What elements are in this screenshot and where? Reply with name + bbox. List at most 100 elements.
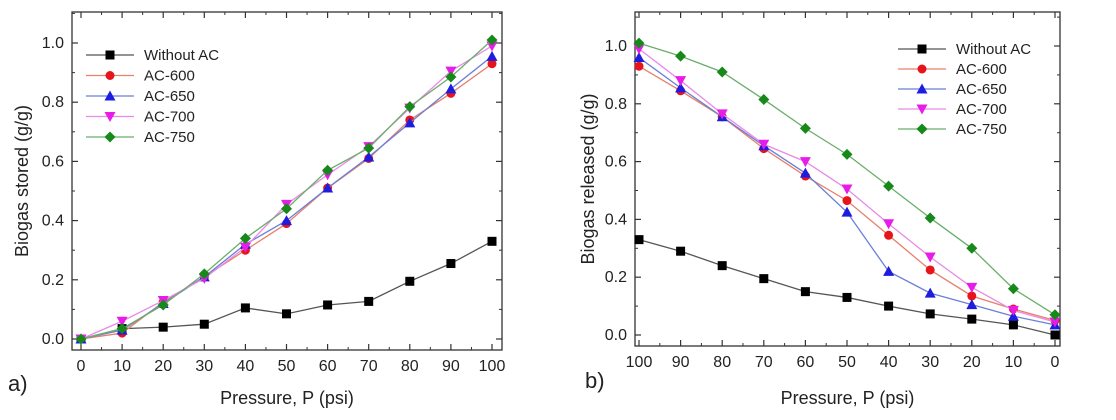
x-tick-label: 10: [1005, 354, 1023, 371]
data-point: [842, 196, 852, 206]
x-tick-label: 90: [672, 354, 690, 371]
data-point: [966, 282, 978, 293]
data-point: [634, 235, 644, 245]
y-tick-label: 0.2: [605, 269, 627, 286]
data-point: [883, 219, 895, 230]
data-point: [1007, 283, 1019, 295]
data-point: [75, 333, 87, 345]
data-point: [446, 259, 456, 269]
legend-marker: [916, 83, 928, 94]
legend-label: AC-600: [956, 61, 1007, 78]
legend-marker: [916, 104, 928, 115]
data-point: [966, 299, 978, 310]
x-axis-label: Pressure, P (psi): [220, 388, 354, 408]
data-point: [281, 203, 292, 215]
x-tick-label: 0: [1051, 354, 1060, 371]
series-line: [80, 240, 493, 340]
legend-label: AC-750: [956, 121, 1007, 138]
series-line: [638, 239, 1056, 336]
y-tick-label: 0.0: [605, 327, 627, 344]
data-point: [799, 157, 811, 168]
series-ac-700: [633, 44, 1061, 328]
data-point: [799, 122, 811, 134]
x-tick-label: 30: [921, 354, 939, 371]
data-point: [363, 151, 375, 162]
data-point: [239, 242, 251, 253]
y-tick-label: 0.4: [605, 211, 627, 228]
y-tick-label: 0.0: [42, 331, 64, 348]
legend-marker: [104, 112, 116, 122]
data-point: [634, 61, 644, 71]
series-ac-750: [75, 34, 498, 345]
legend-marker: [104, 90, 116, 101]
data-point: [675, 50, 687, 62]
data-point: [322, 182, 334, 193]
data-point: [925, 309, 935, 319]
y-axis-label: Biogas stored (g/g): [12, 105, 32, 257]
data-point: [1007, 305, 1019, 316]
data-point: [924, 252, 936, 263]
data-point: [633, 52, 645, 63]
data-point: [1008, 320, 1018, 330]
panel-label: a): [8, 371, 28, 396]
series-ac-650: [633, 52, 1061, 330]
legend-label: AC-600: [144, 68, 195, 85]
data-point: [925, 265, 935, 275]
series-ac-650: [75, 50, 498, 344]
legend-marker: [105, 71, 115, 80]
data-point: [445, 83, 457, 94]
x-tick-label: 40: [880, 354, 898, 371]
data-point: [1050, 330, 1060, 340]
legend-marker: [917, 64, 927, 74]
chart-panel-a: 0 10 20 30 40 50 60 70 80 90 100 0.0 0.2 0.4 0.6 0.8 1.0…: [8, 11, 505, 408]
data-point: [633, 44, 645, 55]
x-tick-label: 70: [360, 358, 378, 375]
series-without-ac: [76, 236, 497, 344]
data-point: [1049, 309, 1061, 321]
data-point: [486, 50, 498, 61]
data-point: [676, 246, 686, 256]
x-tick-label: 50: [278, 358, 296, 375]
legend-label: Without AC: [144, 47, 219, 64]
y-tick-label: 0.6: [605, 154, 627, 171]
plot-frame: [71, 11, 503, 351]
data-point: [675, 82, 687, 93]
legend-label: AC-700: [956, 101, 1007, 118]
data-point: [364, 296, 374, 306]
series-ac-700: [75, 41, 498, 345]
data-point: [157, 299, 169, 311]
data-point: [198, 268, 210, 280]
data-point: [883, 265, 895, 276]
legend-label: AC-650: [956, 81, 1007, 98]
x-tick-label: 60: [319, 358, 337, 375]
data-point: [841, 148, 853, 160]
x-tick-label: 100: [626, 354, 653, 371]
data-point: [967, 314, 977, 324]
data-point: [281, 215, 292, 226]
y-axis-label: Biogas released (g/g): [578, 93, 598, 264]
legend-label: AC-750: [144, 129, 195, 146]
x-axis-label: Pressure, P (psi): [781, 388, 915, 408]
x-tick-label: 60: [797, 354, 815, 371]
series-line: [80, 45, 493, 340]
series-ac-750: [633, 37, 1061, 321]
x-tick-label: 80: [713, 354, 731, 371]
data-point: [445, 71, 457, 83]
data-point: [116, 323, 128, 335]
data-point: [239, 232, 251, 244]
data-point: [116, 316, 128, 327]
data-point: [966, 242, 978, 254]
legend-marker: [917, 44, 927, 54]
x-tick-label: 40: [237, 358, 255, 375]
data-point: [487, 236, 497, 246]
x-tick-label: 90: [442, 358, 460, 375]
legend-label: AC-700: [144, 109, 195, 126]
data-point: [716, 66, 728, 78]
x-tick-label: 30: [195, 358, 213, 375]
chart-panel-b: 100 90 80 70 60 50 40 30 20 10 00.00.20.40.60.81.0…: [578, 11, 1061, 408]
y-tick-label: 0.2: [42, 272, 64, 289]
series-line: [80, 39, 493, 340]
data-point: [487, 59, 497, 69]
data-point: [842, 292, 852, 302]
